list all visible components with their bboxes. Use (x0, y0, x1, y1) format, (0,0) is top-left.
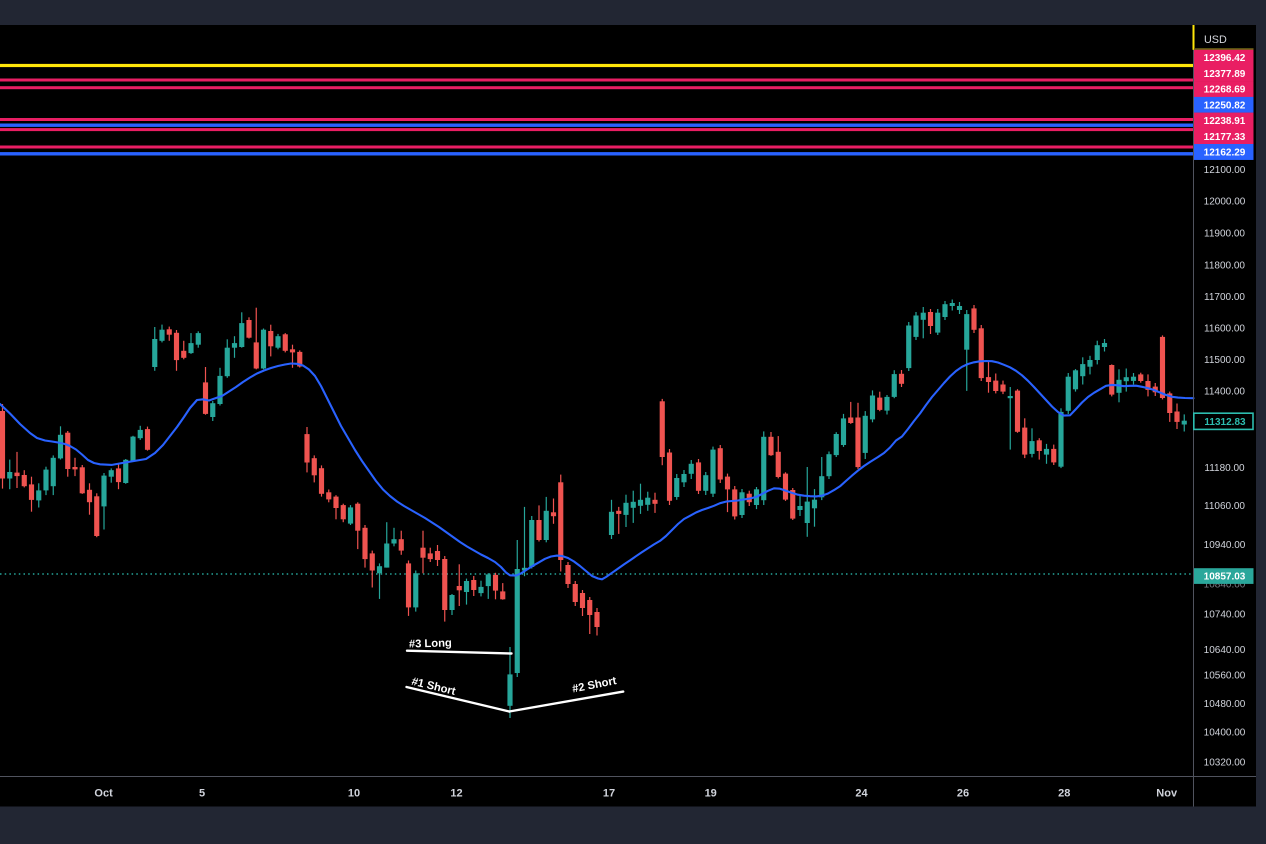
svg-text:10: 10 (348, 788, 360, 800)
svg-text:11600.00: 11600.00 (1204, 323, 1245, 334)
svg-text:10857.03: 10857.03 (1204, 572, 1246, 583)
svg-text:10400.00: 10400.00 (1204, 728, 1246, 739)
svg-text:12000.00: 12000.00 (1204, 197, 1246, 208)
svg-text:10840.00: 10840.00 (1204, 580, 1246, 591)
svg-text:#3 Long: #3 Long (409, 637, 452, 650)
svg-text:5: 5 (199, 788, 205, 800)
svg-text:Nov: Nov (1156, 788, 1178, 800)
svg-text:12377.89: 12377.89 (1204, 69, 1246, 80)
svg-text:Oct: Oct (94, 788, 113, 800)
svg-text:10560.00: 10560.00 (1204, 670, 1246, 681)
svg-text:10940.00: 10940.00 (1204, 540, 1246, 551)
svg-text:11180.00: 11180.00 (1204, 463, 1245, 474)
svg-text:USD: USD (1204, 34, 1227, 46)
svg-text:12: 12 (450, 788, 462, 800)
svg-text:12268.69: 12268.69 (1204, 85, 1246, 96)
svg-text:11312.83: 11312.83 (1204, 417, 1246, 428)
svg-text:24: 24 (855, 788, 868, 800)
svg-text:11900.00: 11900.00 (1204, 229, 1245, 240)
svg-text:11400.00: 11400.00 (1204, 386, 1245, 397)
svg-text:28: 28 (1058, 788, 1070, 800)
svg-text:10740.00: 10740.00 (1204, 610, 1246, 621)
svg-text:12100.00: 12100.00 (1204, 165, 1246, 176)
svg-text:12162.29: 12162.29 (1204, 147, 1246, 158)
svg-text:10320.00: 10320.00 (1204, 758, 1246, 769)
svg-text:26: 26 (957, 788, 969, 800)
svg-text:11500.00: 11500.00 (1204, 355, 1245, 366)
svg-text:10480.00: 10480.00 (1204, 699, 1246, 710)
svg-text:11060.00: 11060.00 (1204, 501, 1245, 512)
svg-text:11800.00: 11800.00 (1204, 261, 1245, 272)
svg-text:17: 17 (603, 788, 615, 800)
svg-text:12238.91: 12238.91 (1204, 116, 1246, 127)
svg-text:11700.00: 11700.00 (1204, 292, 1245, 303)
svg-text:12177.33: 12177.33 (1204, 132, 1246, 143)
svg-text:12396.42: 12396.42 (1204, 53, 1246, 64)
svg-text:12250.82: 12250.82 (1204, 100, 1246, 111)
svg-text:10640.00: 10640.00 (1204, 645, 1246, 656)
svg-text:19: 19 (705, 788, 717, 800)
